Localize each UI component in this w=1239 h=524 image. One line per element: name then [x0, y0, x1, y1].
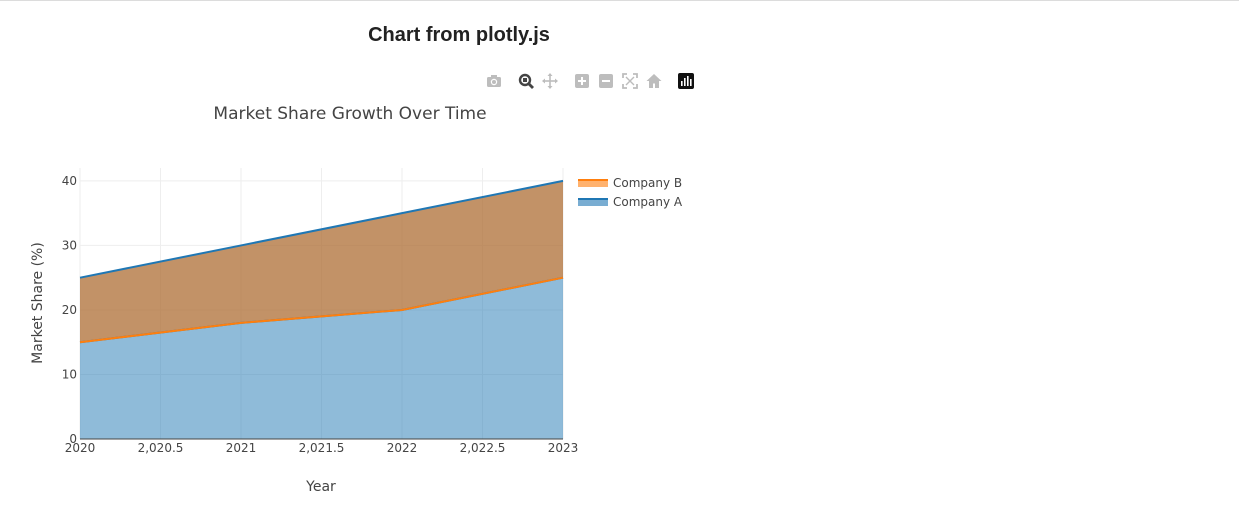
x-tick-label: 2,022.5 [460, 441, 506, 455]
y-axis-title: Market Share (%) [30, 242, 46, 364]
y-tick-label: 0 [69, 432, 77, 446]
y-tick-label: 40 [62, 174, 77, 188]
x-tick-label: 2022 [387, 441, 418, 455]
zoom-in-icon[interactable] [573, 72, 591, 90]
page-title: Chart from plotly.js [368, 24, 550, 46]
legend-label[interactable]: Company B [613, 176, 682, 190]
x-tick-label: 2,021.5 [299, 441, 345, 455]
autoscale-icon[interactable] [621, 72, 639, 90]
legend-label[interactable]: Company A [613, 195, 683, 209]
legend-swatch-company-a[interactable] [578, 198, 608, 206]
legend-swatch-company-b[interactable] [578, 179, 608, 187]
x-tick-label: 2,020.5 [138, 441, 184, 455]
y-tick-label: 30 [62, 238, 77, 252]
reset-axes-icon[interactable] [645, 72, 663, 90]
y-tick-label: 10 [62, 367, 77, 381]
camera-icon[interactable] [485, 72, 503, 90]
area-company-a [80, 277, 563, 439]
line-company-b-top [79, 179, 564, 279]
chart-title: Market Share Growth Over Time [213, 104, 486, 124]
y-tick-label: 20 [62, 303, 77, 317]
plotly-logo-icon[interactable] [677, 72, 695, 90]
x-tick-label: 2021 [226, 441, 257, 455]
zoom-out-icon[interactable] [597, 72, 615, 90]
line-company-b [79, 276, 564, 344]
x-axis-title: Year [305, 479, 336, 495]
pan-icon[interactable] [541, 72, 559, 90]
chart-modebar [0, 0, 1239, 89]
x-tick-label: 2023 [548, 441, 579, 455]
x-tick-label: 2020 [65, 441, 96, 455]
zoom-icon[interactable] [517, 72, 535, 90]
top-border [0, 0, 1239, 1]
